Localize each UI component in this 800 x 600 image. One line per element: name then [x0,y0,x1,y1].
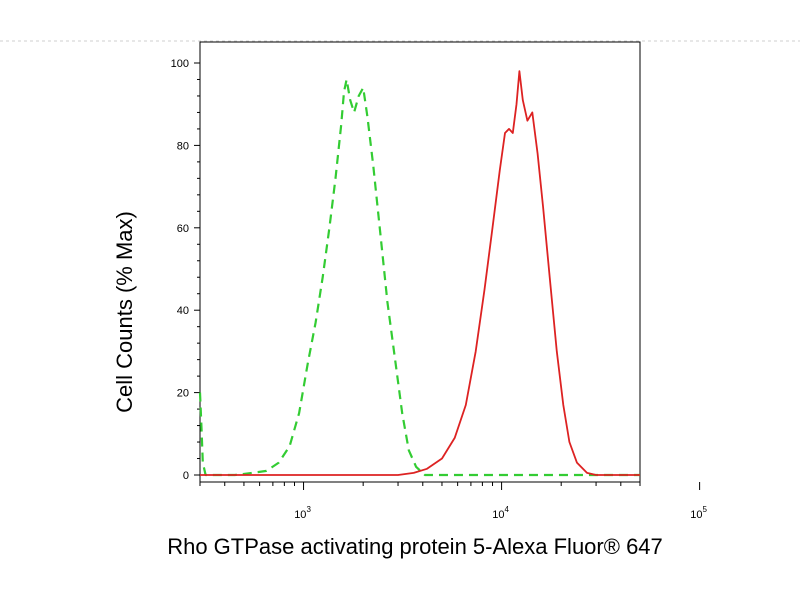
y-tick-label: 40 [177,305,189,317]
isotype-control-line [198,78,640,477]
x-tick-label: 103 [294,505,311,521]
y-tick-label: 20 [177,388,189,400]
x-tick-label-exponent: 5 [703,505,708,514]
y-tick-label: 0 [183,470,189,482]
y-tick-label: 60 [177,223,189,235]
x-tick-label-base: 10 [294,509,306,521]
x-tick-label-base: 10 [690,509,702,521]
x-tick-label-base: 10 [492,509,504,521]
y-tick-label: 80 [177,140,189,152]
x-tick-label-exponent: 3 [306,505,311,514]
plot-border [199,41,641,483]
y-tick-label: 100 [171,58,189,70]
minor-ticks [199,482,641,486]
plot-frame [199,41,641,483]
x-tick-label: 105 [690,505,707,521]
y-axis: 0 20 40 60 80 100 [171,58,200,482]
x-tick-label-exponent: 4 [504,505,509,514]
x-axis-title: Rho GTPase activating protein 5-Alexa Fl… [167,534,663,559]
series-layer [198,70,640,477]
sample-line [200,70,640,476]
x-tick-label: 104 [492,505,509,521]
x-axis: 103 104 105 [294,482,708,521]
y-axis-title: Cell Counts (% Max) [112,211,137,413]
